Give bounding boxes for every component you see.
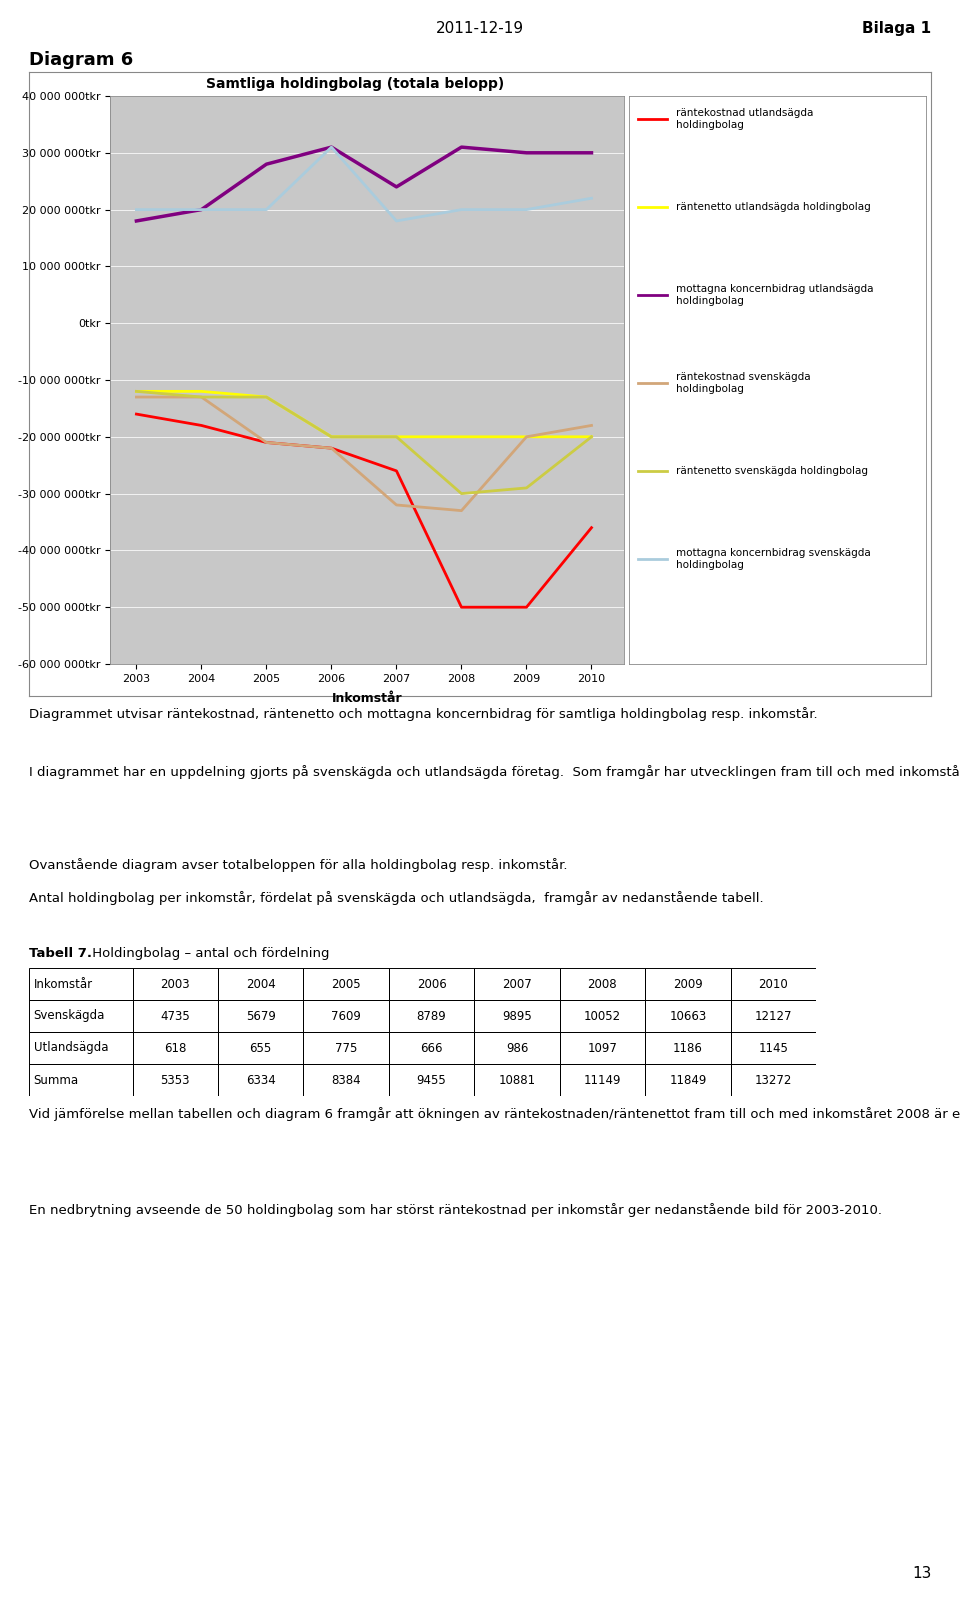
Text: 775: 775 [335,1042,357,1054]
Text: 2011-12-19: 2011-12-19 [436,21,524,35]
Text: mottagna koncernbidrag svenskägda
holdingbolag: mottagna koncernbidrag svenskägda holdin… [677,549,871,570]
Text: 6334: 6334 [246,1074,276,1086]
Text: Holdingbolag – antal och fördelning: Holdingbolag – antal och fördelning [88,947,330,960]
X-axis label: Inkomstår: Inkomstår [332,693,402,706]
Bar [731,1000,816,1032]
Bar [29,968,132,1000]
Bar [132,1032,218,1064]
Text: 2007: 2007 [502,978,532,990]
Text: 1145: 1145 [758,1042,788,1054]
Text: 5353: 5353 [160,1074,190,1086]
Text: 12127: 12127 [755,1010,792,1022]
Bar [474,1000,560,1032]
Text: Svenskägda: Svenskägda [34,1010,105,1022]
Text: 13: 13 [912,1566,931,1581]
Text: 9895: 9895 [502,1010,532,1022]
Bar [731,1032,816,1064]
Text: 8384: 8384 [331,1074,361,1086]
Text: 8789: 8789 [417,1010,446,1022]
Text: 2009: 2009 [673,978,703,990]
Bar [645,1032,731,1064]
Text: räntenetto svenskägda holdingbolag: räntenetto svenskägda holdingbolag [677,466,869,475]
Text: räntekostnad svenskägda
holdingbolag: räntekostnad svenskägda holdingbolag [677,373,811,394]
Text: räntekostnad utlandsägda
holdingbolag: räntekostnad utlandsägda holdingbolag [677,107,814,130]
Text: 2005: 2005 [331,978,361,990]
Text: 7609: 7609 [331,1010,361,1022]
Text: mottagna koncernbidrag utlandsägda
holdingbolag: mottagna koncernbidrag utlandsägda holdi… [677,285,874,306]
Text: 2003: 2003 [160,978,190,990]
Bar [645,1064,731,1096]
Bar [29,1032,132,1064]
Bar [303,1064,389,1096]
Bar [218,968,303,1000]
Text: Summa: Summa [34,1074,79,1086]
Bar [389,1064,474,1096]
Text: Inkomstår: Inkomstår [34,978,93,990]
Text: Diagram 6: Diagram 6 [29,51,133,69]
Bar [218,1000,303,1032]
Text: 2008: 2008 [588,978,617,990]
Text: 666: 666 [420,1042,443,1054]
Bar [645,1000,731,1032]
Bar [560,968,645,1000]
Bar [560,1000,645,1032]
Text: Vid jämförelse mellan tabellen och diagram 6 framgår att ökningen av räntekostna: Vid jämförelse mellan tabellen och diagr… [29,1107,960,1122]
Bar [474,1064,560,1096]
Bar [474,968,560,1000]
Text: 11149: 11149 [584,1074,621,1086]
Text: 1097: 1097 [588,1042,617,1054]
Text: Samtliga holdingbolag (totala belopp): Samtliga holdingbolag (totala belopp) [206,77,504,91]
Text: 10881: 10881 [498,1074,536,1086]
Text: räntenetto utlandsägda holdingbolag: räntenetto utlandsägda holdingbolag [677,202,871,211]
Text: 1186: 1186 [673,1042,703,1054]
Bar [303,968,389,1000]
Bar [132,1064,218,1096]
Bar [474,1032,560,1064]
Bar [389,1000,474,1032]
Text: 4735: 4735 [160,1010,190,1022]
Text: 986: 986 [506,1042,528,1054]
Text: Bilaga 1: Bilaga 1 [862,21,931,35]
Bar [303,1000,389,1032]
Text: Antal holdingbolag per inkomstår, fördelat på svenskägda och utlandsägda,  fram: Antal holdingbolag per inkomstår, fördel… [29,891,763,906]
Bar [645,968,731,1000]
Text: 9455: 9455 [417,1074,446,1086]
Bar [731,1064,816,1096]
Text: En nedbrytning avseende de 50 holdingbolag som har störst räntekostnad per inkom: En nedbrytning avseende de 50 holdingbol… [29,1203,882,1218]
Bar [132,968,218,1000]
Text: 2010: 2010 [758,978,788,990]
Text: Diagrammet utvisar räntekostnad, räntenetto och mottagna koncernbidrag för samtl: Diagrammet utvisar räntekostnad, räntene… [29,707,817,722]
Text: 10663: 10663 [669,1010,707,1022]
Text: 11849: 11849 [669,1074,707,1086]
Text: 10052: 10052 [584,1010,621,1022]
Text: 618: 618 [164,1042,186,1054]
Text: 655: 655 [250,1042,272,1054]
Text: 5679: 5679 [246,1010,276,1022]
Text: I diagrammet har en uppdelning gjorts på svenskägda och utlandsägda företag.  : I diagrammet har en uppdelning gjorts på… [29,765,960,779]
Bar [560,1032,645,1064]
Bar [560,1064,645,1096]
Text: Utlandsägda: Utlandsägda [34,1042,108,1054]
Bar [29,1000,132,1032]
Text: 13272: 13272 [755,1074,792,1086]
Bar [218,1032,303,1064]
Bar [731,968,816,1000]
Bar [389,968,474,1000]
Text: 2006: 2006 [417,978,446,990]
Text: Tabell 7.: Tabell 7. [29,947,92,960]
Text: 2004: 2004 [246,978,276,990]
Bar [389,1032,474,1064]
Text: Ovanstående diagram avser totalbeloppen för alla holdingbolag resp. inkomstår.: Ovanstående diagram avser totalbeloppen … [29,858,567,872]
Bar [303,1032,389,1064]
Bar [132,1000,218,1032]
Bar [218,1064,303,1096]
Bar [29,1064,132,1096]
